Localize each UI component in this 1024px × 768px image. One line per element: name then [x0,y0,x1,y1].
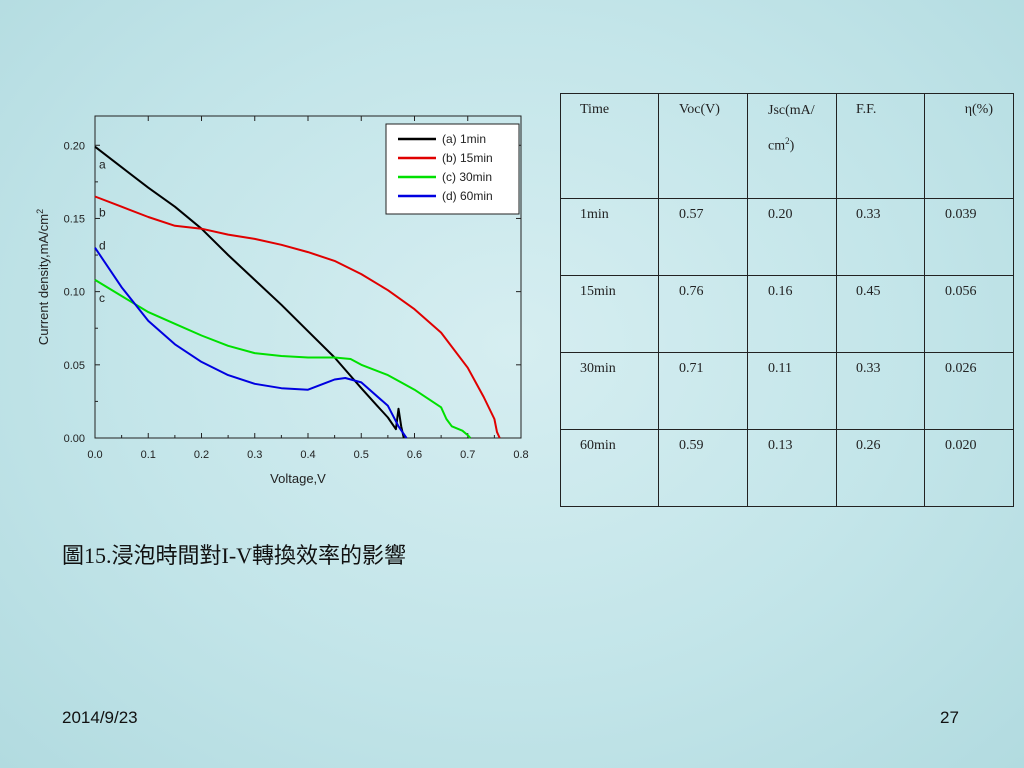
cell-eta: 0.039 [924,198,1014,276]
series-line [94,145,405,439]
x-tick-label: 0.7 [460,449,475,461]
x-tick-label: 0.6 [407,449,422,461]
cell-voc: 0.71 [658,352,748,430]
y-tick-label: 0.20 [64,140,85,152]
x-tick-label: 0.3 [247,449,262,461]
legend-label: (b) 15min [442,151,493,165]
curve-label: a [99,158,106,172]
header-jsc-line2: cm [768,138,786,154]
header-jsc-line1: Jsc(mA/ [768,103,815,118]
cell-time: 1min [560,198,659,276]
cell-voc: 0.76 [658,275,748,353]
curve-label: b [99,206,106,220]
results-table-wrap: Time Voc(V) Jsc(mA/cm2) F.F. η(%) 1min 0… [560,93,1014,507]
cell-time: 30min [560,352,659,430]
x-tick-label: 0.1 [141,449,156,461]
series-line [94,247,408,439]
x-tick-label: 0.5 [354,449,369,461]
table-row: 1min 0.57 0.20 0.33 0.039 [560,198,1014,276]
header-jsc-close: ) [789,138,795,154]
cell-ff: 0.26 [836,429,925,507]
cell-jsc: 0.13 [747,429,837,507]
footer-date: 2014/9/23 [62,708,138,727]
cell-voc: 0.59 [658,429,748,507]
cell-jsc: 0.20 [747,198,837,276]
legend-label: (c) 30min [442,170,492,184]
header-time: Time [560,93,659,199]
header-jsc-sup: 2 [785,136,790,146]
cell-voc: 0.57 [658,198,748,276]
figure-caption: 圖15.浸泡時間對I-V轉換效率的影響 [62,543,407,568]
cell-eta: 0.026 [924,352,1014,430]
series-line [94,279,472,439]
y-axis-label-superscript: 2 [35,209,45,214]
y-tick-label: 0.15 [64,213,85,225]
header-jsc: Jsc(mA/cm2) [747,93,837,199]
x-axis-label: Voltage,V [270,471,326,486]
cell-ff: 0.45 [836,275,925,353]
cell-ff: 0.33 [836,352,925,430]
iv-chart: 0.0 0.1 0.2 0.3 0.4 0.5 0.6 0.7 0.8 0.00 0.05 0.10 0… [35,115,529,486]
x-tick-label: 0.0 [87,449,102,461]
page-number: 27 [940,708,959,727]
results-table: Time Voc(V) Jsc(mA/cm2) F.F. η(%) 1min 0… [560,93,1014,507]
y-axis-label: Current density,mA/cm2 [35,209,51,345]
cell-jsc: 0.16 [747,275,837,353]
cell-ff: 0.33 [836,198,925,276]
table-row: 60min 0.59 0.13 0.26 0.020 [560,429,1014,507]
header-voc: Voc(V) [658,93,748,199]
y-tick-label: 0.05 [64,360,85,372]
table-row: 15min 0.76 0.16 0.45 0.056 [560,275,1014,353]
x-tick-label: 0.8 [513,449,528,461]
curve-label: c [99,291,105,305]
x-tick-label: 0.4 [300,449,315,461]
y-tick-label: 0.10 [64,287,85,299]
curve-label: d [99,239,106,253]
cell-eta: 0.056 [924,275,1014,353]
cell-eta: 0.020 [924,429,1014,507]
legend-label: (a) 1min [442,132,486,146]
cell-time: 15min [560,275,659,353]
header-ff: F.F. [836,93,925,199]
table-row: 30min 0.71 0.11 0.33 0.026 [560,352,1014,430]
header-eta: η(%) [924,93,1014,199]
table-header-row: Time Voc(V) Jsc(mA/cm2) F.F. η(%) [560,93,1014,199]
cell-time: 60min [560,429,659,507]
cell-jsc: 0.11 [747,352,837,430]
x-tick-label: 0.2 [194,449,209,461]
legend-label: (d) 60min [442,189,493,203]
series-line [94,195,501,439]
y-tick-label: 0.00 [64,433,85,445]
